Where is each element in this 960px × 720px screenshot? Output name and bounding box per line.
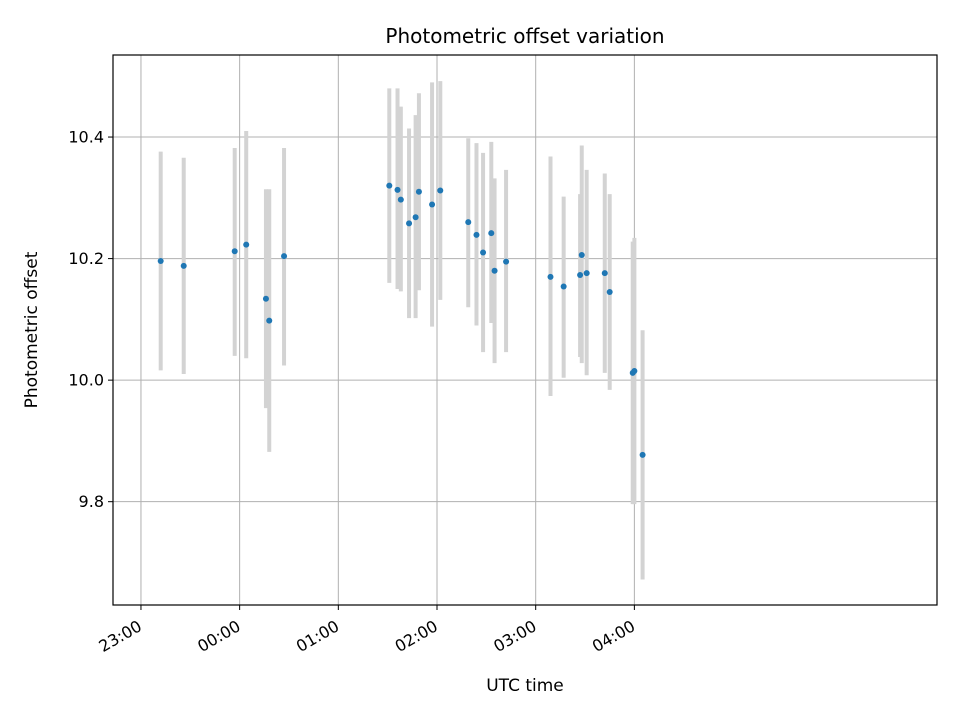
data-point xyxy=(243,241,250,248)
data-point xyxy=(578,251,585,258)
data-point xyxy=(429,201,436,208)
data-point xyxy=(601,270,608,277)
data-point xyxy=(415,188,422,195)
data-point xyxy=(480,249,487,256)
data-point xyxy=(157,258,164,265)
data-point xyxy=(394,186,401,193)
data-point xyxy=(437,187,444,194)
chart-title: Photometric offset variation xyxy=(385,24,664,48)
y-tick-label: 10.4 xyxy=(68,128,104,147)
data-point xyxy=(397,196,404,203)
data-point xyxy=(488,230,495,237)
data-point xyxy=(491,267,498,274)
data-point xyxy=(465,219,472,226)
data-point xyxy=(406,220,413,227)
data-point xyxy=(281,253,288,260)
x-axis-title: UTC time xyxy=(486,676,564,696)
plot-frame xyxy=(112,54,938,606)
data-point xyxy=(577,272,584,278)
data-point xyxy=(266,317,273,324)
data-point xyxy=(631,368,638,375)
data-point xyxy=(262,295,269,302)
data-point xyxy=(412,214,419,221)
data-point xyxy=(386,182,393,189)
data-point xyxy=(231,248,238,255)
y-axis: 9.8 10.0 10.2 10.4 xyxy=(68,128,113,511)
data-point xyxy=(606,289,613,296)
data-point xyxy=(473,231,480,238)
data-point xyxy=(547,273,554,280)
data-point xyxy=(180,262,187,269)
y-tick-label: 9.8 xyxy=(79,492,104,511)
data-point xyxy=(583,270,590,277)
data-point xyxy=(503,258,510,265)
y-tick-label: 10.2 xyxy=(68,249,104,268)
data-point xyxy=(639,451,646,458)
data-point xyxy=(560,283,567,290)
y-axis-title: Photometric offset xyxy=(22,251,42,408)
y-tick-label: 10.0 xyxy=(68,371,104,390)
data-points xyxy=(157,182,646,458)
